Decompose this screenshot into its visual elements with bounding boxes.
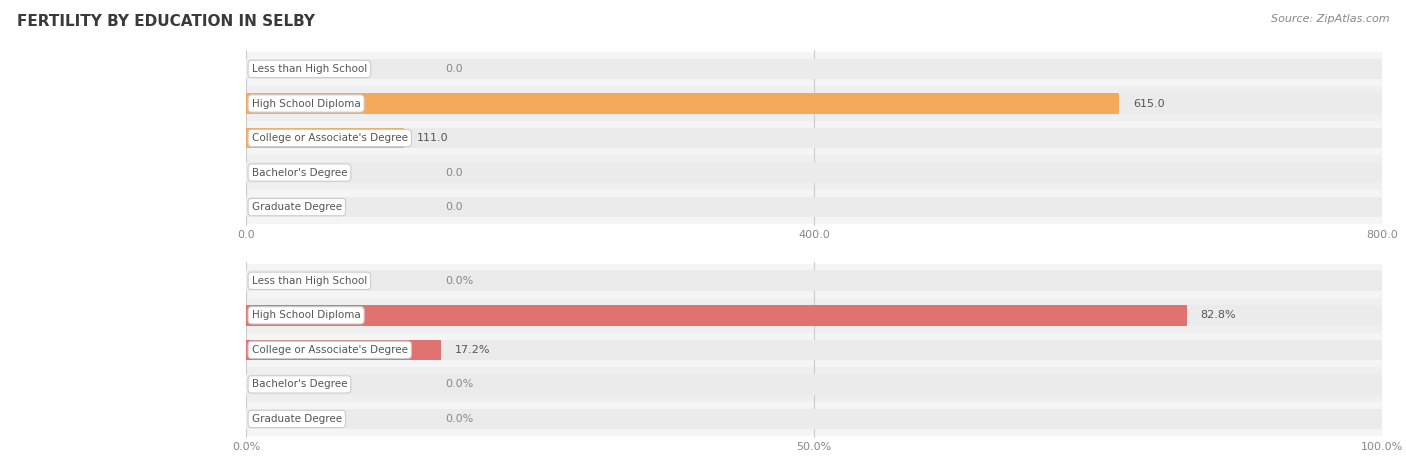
Text: High School Diploma: High School Diploma — [252, 310, 360, 320]
Bar — [246, 339, 1382, 360]
Bar — [246, 298, 1382, 333]
Bar — [246, 305, 1187, 326]
Text: Bachelor's Degree: Bachelor's Degree — [252, 168, 347, 178]
Bar — [246, 305, 1382, 326]
Bar — [246, 59, 1382, 79]
Text: Bachelor's Degree: Bachelor's Degree — [252, 379, 347, 389]
Bar — [246, 270, 1382, 291]
Bar — [246, 402, 1382, 436]
Text: College or Associate's Degree: College or Associate's Degree — [252, 345, 408, 355]
Bar — [246, 197, 1382, 218]
Text: 0.0%: 0.0% — [444, 276, 472, 286]
Bar — [246, 86, 1382, 121]
Text: 0.0: 0.0 — [444, 64, 463, 74]
Text: High School Diploma: High School Diploma — [252, 99, 360, 109]
Text: College or Associate's Degree: College or Associate's Degree — [252, 133, 408, 143]
Text: Graduate Degree: Graduate Degree — [252, 414, 342, 424]
Text: Less than High School: Less than High School — [252, 64, 367, 74]
Text: FERTILITY BY EDUCATION IN SELBY: FERTILITY BY EDUCATION IN SELBY — [17, 14, 315, 30]
Text: Graduate Degree: Graduate Degree — [252, 202, 342, 212]
Bar — [246, 374, 1382, 395]
Bar — [246, 121, 1382, 155]
Bar — [246, 155, 1382, 190]
Text: 0.0: 0.0 — [444, 202, 463, 212]
Text: 82.8%: 82.8% — [1201, 310, 1236, 320]
Bar — [246, 128, 1382, 149]
Bar — [246, 264, 1382, 298]
Text: 17.2%: 17.2% — [456, 345, 491, 355]
Text: 0.0%: 0.0% — [444, 414, 472, 424]
Bar — [246, 408, 1382, 429]
Bar — [246, 128, 404, 149]
Text: 0.0: 0.0 — [444, 168, 463, 178]
Bar — [246, 162, 1382, 183]
Bar — [246, 52, 1382, 86]
Text: 111.0: 111.0 — [418, 133, 449, 143]
Bar — [246, 93, 1382, 114]
Bar — [246, 367, 1382, 402]
Text: Less than High School: Less than High School — [252, 276, 367, 286]
Text: 0.0%: 0.0% — [444, 379, 472, 389]
Bar — [246, 190, 1382, 224]
Text: 615.0: 615.0 — [1133, 99, 1164, 109]
Bar — [246, 93, 1119, 114]
Text: Source: ZipAtlas.com: Source: ZipAtlas.com — [1271, 14, 1389, 24]
Bar — [246, 333, 1382, 367]
Bar — [246, 339, 441, 360]
